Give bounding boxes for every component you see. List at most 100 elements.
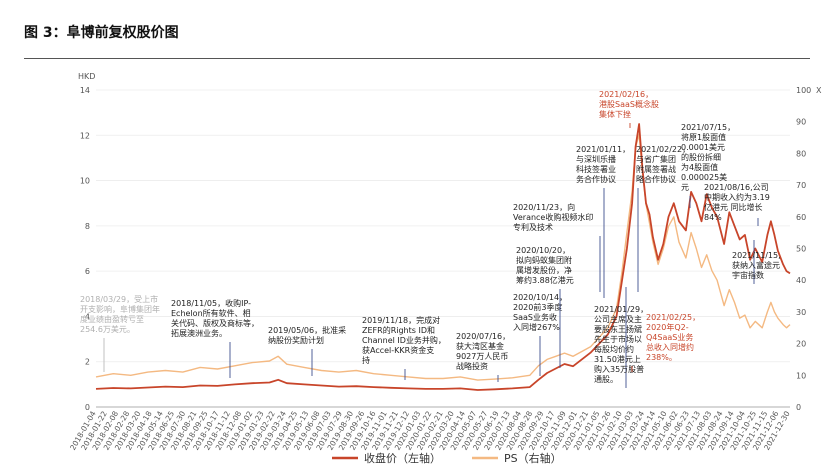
annotation-text: 港股SaaS概念股	[599, 99, 659, 109]
annotation: 2018/03/29，受上市开支影响，阜博集团年度业绩由盈转亏至254.6万美元…	[80, 294, 160, 372]
annotation-text: 2021/08/16,公司	[704, 183, 769, 192]
annotation-text: 254.6万美元。	[80, 324, 135, 334]
annotation-text: 2020/10/14，	[513, 293, 567, 302]
annotation-text: 为4股面值	[681, 162, 718, 172]
right-axis-unit: X	[816, 86, 822, 95]
annotation-text: 宇宙指数	[732, 270, 764, 280]
left-tick-label: 6	[85, 267, 90, 276]
right-tick-label: 70	[796, 181, 806, 190]
left-axis-unit: HKD	[78, 72, 95, 81]
annotation-text: 先生于市场以	[594, 334, 642, 344]
annotation-text: 关代码、版权及商标等，	[171, 318, 259, 328]
right-tick-label: 90	[796, 118, 806, 127]
right-tick-label: 50	[796, 245, 806, 254]
annotation-text: 通股。	[594, 374, 618, 384]
left-axis-ticks: 0 2 4 6 8 10 12 14	[80, 86, 90, 412]
title-rule	[24, 58, 810, 59]
annotation-text: 2020/07/16，	[456, 332, 510, 341]
annotation-text: 获大湾区基金	[456, 341, 504, 351]
annotation-text: 将原1股面值	[681, 132, 726, 142]
annotation-text: 获Accel-KKR资金支	[362, 345, 434, 355]
annotations: 2018/03/29，受上市开支影响，阜博集团年度业绩由盈转亏至254.6万美元…	[80, 90, 781, 388]
annotation-text: 集体下挫	[599, 109, 631, 119]
annotation-text: 属增发股份，净	[516, 265, 572, 275]
annotation-text: 31.50港元上	[594, 354, 641, 364]
annotation-text: 公司主席及主	[594, 314, 642, 324]
left-tick-label: 14	[80, 86, 90, 95]
right-tick-label: 10	[796, 371, 806, 380]
annotation-text: 2019/05/06，批准采	[268, 325, 346, 335]
annotation-text: 0.0001美元	[681, 142, 725, 152]
annotation-text: 0.000025美	[681, 172, 727, 182]
annotation-text: 2019/11/18，完成对	[362, 315, 440, 325]
annotation: 2018/11/05，收购IP-Echelon所有软件、相关代码、版权及商标等，…	[171, 298, 259, 378]
annotation-text: 9027万人民币	[456, 352, 508, 361]
annotation-text: 专利及技术	[513, 222, 553, 232]
right-tick-label: 0	[796, 403, 801, 412]
annotation-text: 获纳入富途元	[732, 260, 780, 270]
annotation-text: 与深圳乐播	[576, 154, 616, 164]
annotation-text: 与省广集团	[636, 154, 676, 164]
annotation-text: 84%	[704, 213, 722, 222]
annotation-text: 入同增267%	[513, 322, 560, 332]
annotation-text: 2018/03/29，受上市	[80, 294, 158, 304]
annotation-text: 2021/02/25，	[646, 313, 700, 322]
annotation-text: 开支影响，阜博集团年	[80, 304, 160, 314]
series-line-ps	[95, 133, 791, 381]
annotation-text: 238%。	[646, 353, 677, 362]
annotation-text: 务合作协议	[576, 174, 616, 184]
annotation-text: 2020前3季度	[513, 302, 562, 312]
annotation-text: 元	[681, 183, 689, 192]
annotation-text: ZEFR的Rights ID和	[362, 325, 435, 335]
series-lines	[95, 123, 791, 391]
annotation-text: 亿港元 同比增长	[704, 202, 763, 212]
annotation-text: 筹约3.88亿港元	[516, 275, 574, 285]
left-tick-label: 8	[85, 222, 90, 231]
annotation-text: 拟向蚂蚁集团附	[516, 255, 572, 265]
annotation-text: 2020年Q2-	[646, 322, 689, 332]
left-tick-label: 12	[80, 131, 90, 140]
annotation-text: Q4SaaS业务	[646, 332, 693, 342]
annotation-text: 2020/11/23，向	[513, 202, 575, 212]
right-tick-label: 60	[796, 213, 806, 222]
annotation-text: 附属签署战	[636, 164, 676, 174]
left-tick-label: 0	[85, 403, 90, 412]
annotation-text: Channel ID业务并购，	[362, 335, 446, 345]
annotation-text: 拓展澳洲业务。	[171, 328, 227, 338]
left-tick-label: 4	[85, 312, 90, 321]
annotation-text: 度业绩由盈转亏至	[80, 314, 144, 324]
right-tick-label: 100	[796, 86, 811, 95]
right-tick-label: 20	[796, 340, 806, 349]
annotation-text: 持	[362, 355, 370, 365]
right-tick-label: 40	[796, 276, 806, 285]
left-tick-label: 10	[80, 177, 90, 186]
annotation-text: 每股均价约	[594, 344, 634, 354]
annotation-text: 的股份拆细	[681, 152, 721, 162]
x-axis-ticks: 2018-01-042018-01-222018-02-082018-02-28…	[68, 409, 792, 451]
annotation-text: 科技签署业	[576, 164, 616, 174]
annotation-text: 2021/01/29，	[594, 305, 648, 314]
legend-item: PS（右轴）	[472, 451, 562, 465]
annotation-text: Verance收购视频水印	[513, 212, 593, 222]
right-tick-label: 80	[796, 149, 806, 158]
annotation-text: 纳股份奖励计划	[268, 335, 324, 345]
figure-title: 图 3：阜博前复权股价图	[24, 25, 179, 41]
annotation-text: 2021/11/15,	[732, 251, 781, 260]
annotation-text: 2018/11/05，收购IP-	[171, 298, 251, 308]
legend-label: PS（右轴）	[504, 451, 562, 465]
annotation: 2021/01/29，公司主席及主要股东王扬斌先生于市场以每股均价约31.50港…	[594, 287, 648, 388]
annotation-text: 中期收入约为3.19	[704, 192, 770, 202]
series-line-close-price	[95, 123, 791, 391]
